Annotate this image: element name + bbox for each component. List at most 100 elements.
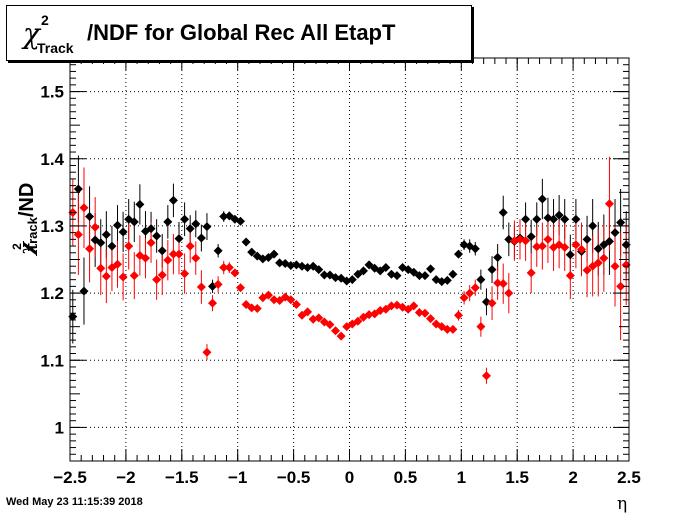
data-point-series-1	[241, 237, 251, 247]
data-point-series-2	[140, 253, 150, 263]
y-label-superscript: 2	[10, 243, 24, 250]
data-point-series-1	[621, 240, 631, 250]
data-point-series-2	[185, 241, 195, 251]
data-point-series-1	[68, 312, 78, 322]
data-point-series-2	[180, 269, 190, 279]
y-tick-label: 1.3	[40, 217, 64, 236]
data-point-series-2	[79, 203, 89, 213]
x-tick-label: −1	[228, 468, 247, 487]
data-point-series-1	[426, 264, 436, 274]
data-point-series-1	[113, 220, 123, 230]
title-subscript: Track	[37, 40, 74, 56]
y-tick-label: 1	[55, 418, 64, 437]
data-point-series-2	[386, 301, 396, 311]
data-point-series-1	[414, 271, 424, 281]
data-point-series-2	[219, 263, 229, 273]
data-point-series-2	[286, 295, 296, 305]
x-tick-label: 1.5	[505, 468, 529, 487]
data-point-series-2	[252, 304, 262, 314]
timestamp: Wed May 23 11:15:39 2018	[6, 496, 143, 508]
data-point-series-1	[526, 232, 536, 242]
data-point-series-1	[118, 227, 128, 237]
data-point-series-1	[442, 275, 452, 285]
data-point-series-2	[537, 241, 547, 251]
x-tick-label: −0.5	[277, 468, 311, 487]
data-point-series-1	[560, 214, 570, 224]
data-point-series-1	[219, 212, 229, 222]
data-point-series-1	[571, 214, 581, 224]
x-tick-label: 2	[568, 468, 577, 487]
data-point-series-1	[107, 241, 117, 251]
data-point-series-1	[476, 275, 486, 285]
data-point-series-1	[358, 266, 368, 276]
data-point-series-1	[275, 258, 285, 268]
data-point-series-1	[157, 246, 167, 256]
data-point-series-1	[168, 195, 178, 205]
x-tick-label: 0	[345, 468, 354, 487]
x-axis-label: η	[617, 494, 628, 514]
data-point-series-1	[454, 249, 464, 259]
data-point-series-2	[571, 240, 581, 250]
data-point-series-1	[582, 234, 592, 244]
data-point-series-1	[537, 194, 547, 204]
data-point-series-1	[101, 230, 111, 240]
data-point-series-2	[263, 290, 273, 300]
data-point-series-1	[286, 261, 296, 271]
data-point-series-1	[554, 210, 564, 220]
data-point-series-1	[180, 214, 190, 224]
data-point-series-2	[230, 268, 240, 278]
data-point-series-2	[124, 241, 134, 251]
data-point-series-2	[532, 242, 542, 252]
x-tick-label: 1	[457, 468, 466, 487]
data-point-series-1	[314, 265, 324, 275]
data-markers	[68, 184, 631, 381]
y-tick-label: 1.2	[40, 284, 64, 303]
data-point-series-2	[85, 244, 95, 254]
data-point-series-2	[470, 283, 480, 293]
data-point-series-1	[420, 271, 430, 281]
data-point-series-1	[73, 184, 83, 194]
data-point-series-2	[303, 307, 313, 317]
y-axis-label: χ2Track/ND	[10, 85, 44, 255]
data-point-series-1	[79, 286, 89, 296]
data-point-series-1	[129, 217, 139, 227]
data-point-series-1	[549, 214, 559, 224]
data-point-series-2	[73, 230, 83, 240]
data-point-series-2	[314, 313, 324, 323]
data-point-series-2	[481, 371, 491, 381]
data-point-series-2	[191, 253, 201, 263]
data-point-series-2	[163, 255, 173, 265]
data-point-series-2	[235, 283, 245, 293]
data-point-series-2	[476, 322, 486, 332]
data-point-series-2	[493, 278, 503, 288]
data-point-series-2	[152, 275, 162, 285]
data-point-series-1	[319, 270, 329, 280]
data-point-series-2	[101, 271, 111, 281]
data-point-series-2	[593, 258, 603, 268]
data-point-series-1	[532, 214, 542, 224]
data-point-series-1	[235, 216, 245, 226]
data-point-series-2	[129, 271, 139, 281]
x-tick-label: −2.5	[53, 468, 87, 487]
data-point-series-2	[96, 263, 106, 273]
data-point-series-2	[118, 272, 128, 282]
data-point-series-1	[392, 271, 402, 281]
data-point-series-2	[454, 310, 464, 320]
data-point-series-1	[146, 224, 156, 234]
data-point-series-2	[113, 259, 123, 269]
data-point-series-1	[96, 238, 106, 248]
data-point-series-1	[202, 222, 212, 232]
y-label-subscript: Track	[25, 217, 40, 252]
data-point-series-2	[90, 222, 100, 232]
data-point-series-2	[565, 271, 575, 281]
data-point-series-2	[409, 301, 419, 311]
data-point-series-2	[146, 238, 156, 248]
data-point-series-2	[616, 281, 626, 291]
data-point-series-2	[224, 263, 234, 273]
data-point-series-2	[504, 288, 514, 298]
title-chi: χ	[23, 17, 40, 50]
data-point-series-1	[152, 231, 162, 241]
data-point-series-2	[157, 270, 167, 280]
x-tick-label: 0.5	[394, 468, 418, 487]
